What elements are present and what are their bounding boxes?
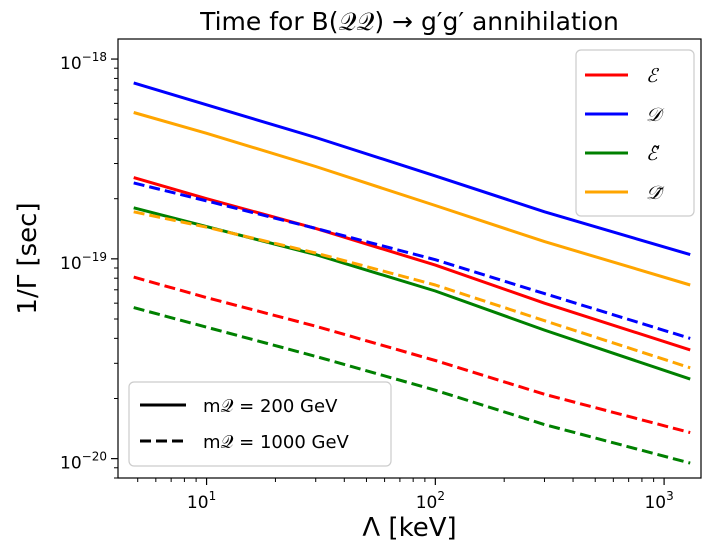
legend-colors-box — [575, 49, 695, 217]
series-line-1 — [133, 111, 691, 287]
x-tick-label: 103 — [644, 489, 673, 513]
series-line-2 — [133, 176, 691, 352]
series-layer — [133, 81, 691, 465]
x-tick-label: 102 — [416, 489, 445, 513]
series-line-6 — [133, 275, 691, 435]
legend-label-1: 𝒟 — [646, 104, 665, 126]
series-line-3 — [133, 206, 691, 381]
series-line-4 — [133, 181, 691, 340]
legend-label-3: 𝒟̃ — [646, 182, 665, 204]
y-tick-label: 10−18 — [60, 50, 107, 74]
x-axis-label: Λ [keV] — [362, 513, 456, 542]
chart-title: Time for B(𝒬𝒬) → g′g′ annihilation — [199, 7, 619, 36]
series-line-5 — [133, 210, 691, 370]
legend-styles: m𝒬 = 200 GeV m𝒬 = 1000 GeV — [128, 381, 392, 467]
y-axis-label: 1/Γ [sec] — [13, 202, 43, 314]
legend-label-2: ℰ̃ — [646, 143, 660, 165]
legend-style-label-1: m𝒬 = 1000 GeV — [203, 432, 350, 453]
y-axis-ticks: 10−20 10−19 10−18 — [60, 50, 118, 479]
legend-style-label-0: m𝒬 = 200 GeV — [203, 396, 338, 417]
legend-styles-box — [128, 381, 392, 467]
y-tick-label: 10−19 — [60, 250, 107, 274]
y-tick-label: 10−20 — [60, 450, 107, 474]
x-axis-ticks: 101 102 103 — [137, 478, 674, 513]
legend-colors: ℰ𝒟 ℰ̃ 𝒟̃ — [575, 49, 695, 217]
series-line-7 — [133, 306, 691, 465]
legend-label-0: ℰ — [646, 65, 660, 87]
series-line-0 — [133, 81, 691, 257]
x-tick-label: 101 — [187, 489, 216, 513]
